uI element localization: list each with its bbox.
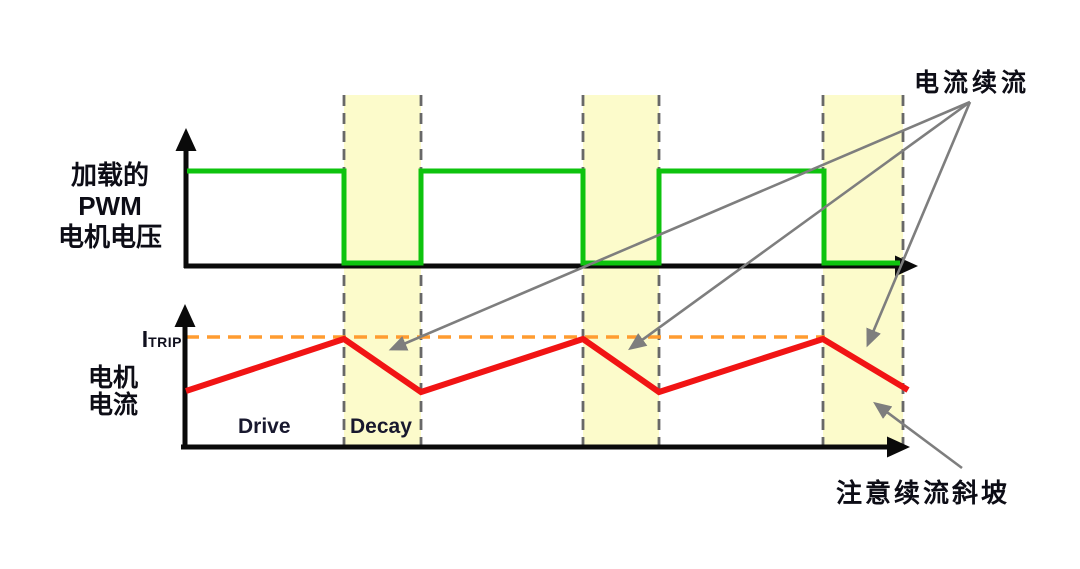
callout-arrow <box>628 100 971 351</box>
motor-current-waveform <box>185 335 910 396</box>
current-freewheel-callout-label: 电流续流 <box>913 69 1030 97</box>
itrip-subscript: TRIP <box>148 334 182 350</box>
callout-arrow <box>873 401 963 470</box>
motor-current-axis-label: 电机 电流 <box>56 365 170 419</box>
itrip-threshold-label: ITRIP <box>130 326 182 353</box>
decay-phase-label: Decay <box>350 415 412 438</box>
callout-arrow <box>866 101 972 348</box>
drive-phase-label: Drive <box>238 415 291 438</box>
pwm-voltage-axis-label-line2: PWM <box>78 191 142 221</box>
motor-current-axis-label-line2: 电流 <box>87 391 138 419</box>
freewheel-slope-note-label: 注意续流斜坡 <box>835 478 1010 508</box>
pwm-voltage-axis-label-line1: 加载的 <box>70 160 149 190</box>
itrip-symbol: I <box>141 326 149 352</box>
decay-band <box>344 95 421 447</box>
pwm-voltage-waveform <box>187 168 900 266</box>
callout-arrow <box>388 100 971 351</box>
decay-band <box>583 95 659 447</box>
pwm-voltage-axis-label-line3: 电机电压 <box>57 222 162 252</box>
decay-band <box>823 95 903 447</box>
motor-current-axis-label-line1: 电机 <box>87 364 138 392</box>
pwm-voltage-axis-label: 加载的 PWM 电机电压 <box>38 160 182 253</box>
